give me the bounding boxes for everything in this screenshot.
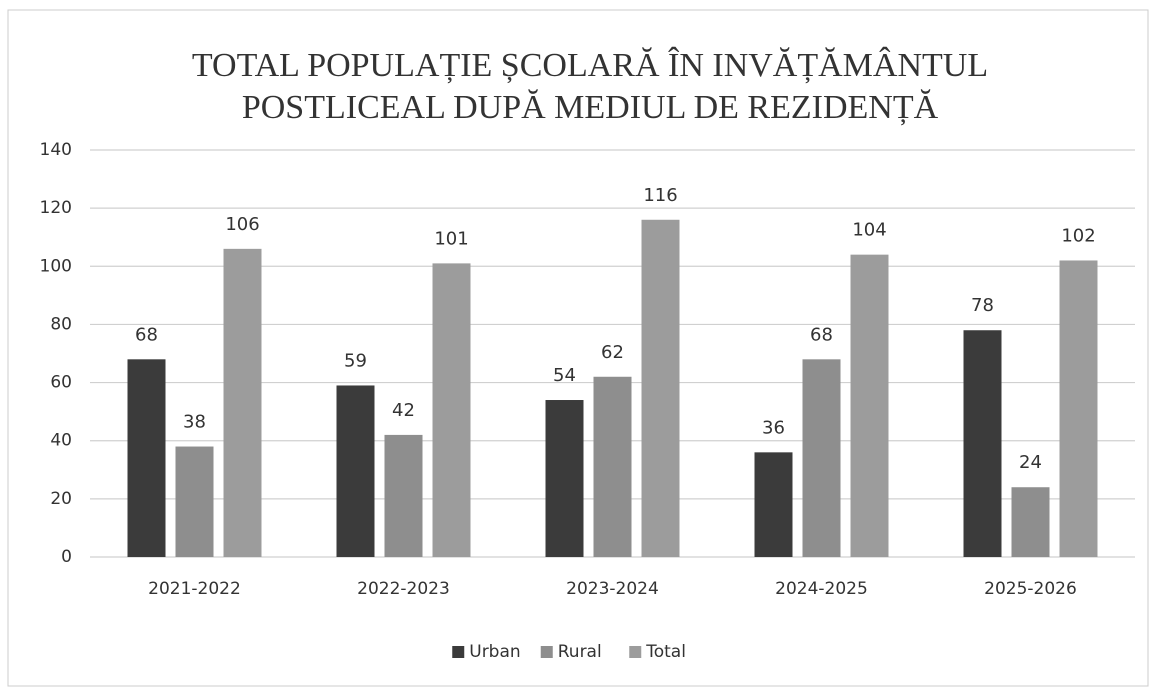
value-label: 104 (852, 220, 886, 241)
chart-border (7, 9, 1149, 687)
legend-label: Rural (558, 642, 602, 662)
chart-title: TOTAL POPULAȚIE ȘCOLARĂ ÎN INVĂȚĂMÂNTUL (192, 47, 988, 84)
bar (127, 359, 166, 557)
bar (641, 219, 680, 557)
x-tick-label: 2024-2025 (775, 579, 868, 599)
legend-swatch (629, 646, 642, 658)
bar (175, 446, 214, 557)
value-label: 116 (643, 185, 677, 206)
value-label: 59 (344, 350, 367, 371)
value-label: 106 (225, 214, 259, 235)
value-label: 101 (434, 228, 468, 249)
bar (384, 434, 423, 557)
x-tick-label: 2025-2026 (984, 579, 1077, 599)
y-tick-label: 40 (50, 431, 72, 451)
x-tick-label: 2021-2022 (148, 579, 241, 599)
bar (593, 376, 632, 557)
chart-title: POSTLICEAL DUPĂ MEDIUL DE REZIDENȚĂ (242, 89, 939, 126)
value-label: 68 (135, 324, 158, 345)
bar (223, 248, 262, 558)
y-tick-label: 20 (50, 489, 72, 509)
y-tick-label: 140 (40, 140, 72, 160)
y-tick-label: 60 (50, 373, 72, 393)
bar (850, 254, 889, 557)
legend-swatch (540, 646, 553, 658)
y-tick-label: 100 (40, 256, 72, 276)
bar (336, 385, 375, 557)
bar (545, 400, 584, 557)
value-label: 78 (971, 295, 994, 316)
value-label: 42 (392, 400, 415, 421)
legend-label: Urban (469, 642, 520, 662)
value-label: 62 (601, 342, 624, 363)
bar (1059, 260, 1098, 557)
bar (1011, 487, 1050, 557)
bar (802, 359, 841, 557)
bar (754, 452, 793, 557)
bar (432, 263, 471, 557)
value-label: 102 (1061, 225, 1095, 246)
legend-label: Total (645, 642, 686, 662)
x-tick-label: 2022-2023 (357, 579, 450, 599)
value-label: 24 (1019, 452, 1042, 473)
y-tick-label: 80 (50, 314, 72, 334)
value-label: 68 (810, 324, 833, 345)
value-label: 38 (183, 412, 206, 433)
y-tick-label: 0 (61, 547, 72, 567)
value-label: 54 (553, 365, 576, 386)
x-tick-label: 2023-2024 (566, 579, 659, 599)
y-tick-label: 120 (40, 198, 72, 218)
legend-swatch (452, 646, 465, 658)
bar (963, 330, 1002, 557)
value-label: 36 (762, 417, 785, 438)
